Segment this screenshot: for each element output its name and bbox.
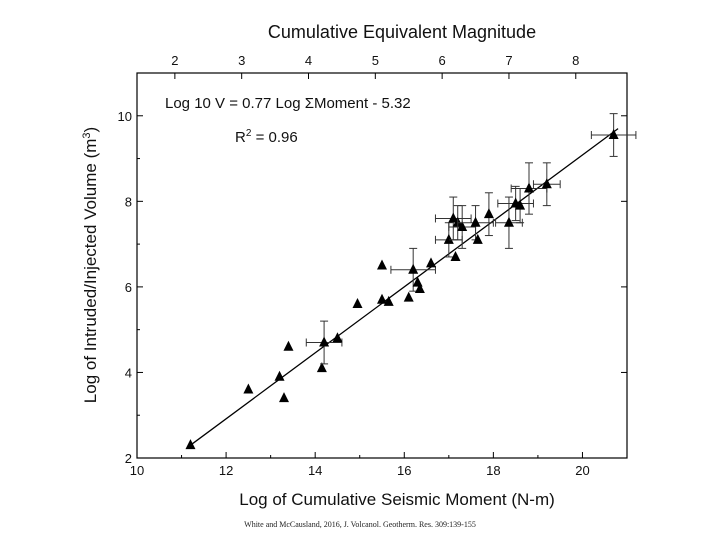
data-point bbox=[524, 182, 534, 193]
citation: White and McCausland, 2016, J. Volcanol.… bbox=[244, 520, 476, 529]
equation-annotation: Log 10 V = 0.77 Log ΣMoment - 5.32 bbox=[165, 95, 411, 112]
x-axis-label: Log of Cumulative Seismic Moment (N-m) bbox=[239, 490, 555, 509]
data-point bbox=[185, 439, 196, 450]
data-point bbox=[377, 259, 387, 270]
y-axis-label: Log of Intruded/Injected Volume (m3) bbox=[81, 127, 100, 403]
y-tick-label: 8 bbox=[125, 194, 132, 209]
data-point bbox=[352, 298, 363, 308]
data-point bbox=[483, 208, 494, 219]
x-tick-label: 14 bbox=[308, 463, 322, 478]
data-point bbox=[450, 250, 461, 261]
chart-title: Cumulative Equivalent Magnitude bbox=[268, 22, 536, 42]
plot-frame bbox=[136, 72, 628, 459]
top-tick-label: 7 bbox=[505, 53, 512, 68]
data-point bbox=[332, 332, 343, 343]
data-point bbox=[377, 293, 387, 304]
r-squared-label: R bbox=[235, 129, 246, 146]
x-tick-label: 12 bbox=[219, 463, 233, 478]
top-tick-label: 3 bbox=[238, 53, 245, 68]
data-point bbox=[443, 233, 454, 244]
y-tick-label: 10 bbox=[118, 109, 132, 124]
x-tick-label: 16 bbox=[397, 463, 411, 478]
y-tick-label: 4 bbox=[125, 365, 132, 380]
y-tick-label: 6 bbox=[125, 280, 132, 295]
y-axis-label-end: ) bbox=[81, 127, 100, 133]
top-tick-label: 4 bbox=[305, 53, 312, 68]
data-point bbox=[470, 216, 481, 227]
data-point bbox=[541, 178, 552, 189]
data-point bbox=[448, 212, 459, 223]
data-point bbox=[412, 276, 423, 287]
x-tick-label: 20 bbox=[575, 463, 589, 478]
top-tick-label: 6 bbox=[439, 53, 446, 68]
x-tick-label: 10 bbox=[130, 463, 144, 478]
top-tick-label: 5 bbox=[372, 53, 379, 68]
fit-line-group bbox=[190, 128, 619, 446]
top-tick-label: 8 bbox=[572, 53, 579, 68]
data-point bbox=[414, 283, 425, 294]
data-point bbox=[472, 233, 483, 244]
y-axis-label-main: Log of Intruded/Injected Volume (m bbox=[81, 139, 100, 404]
data-point bbox=[319, 336, 330, 347]
data-point bbox=[283, 340, 294, 351]
data-point bbox=[403, 291, 414, 302]
data-point bbox=[279, 392, 289, 403]
data-point bbox=[515, 199, 526, 210]
data-point bbox=[383, 295, 394, 306]
r-squared-annotation: R2 = 0.96 bbox=[235, 128, 298, 146]
data-point bbox=[608, 129, 619, 140]
y-tick-label: 2 bbox=[125, 451, 132, 466]
data-point bbox=[274, 370, 285, 381]
data-point bbox=[426, 257, 436, 268]
data-point bbox=[408, 263, 419, 274]
top-tick-label: 2 bbox=[171, 53, 178, 68]
r-squared-superscript: 2 bbox=[246, 128, 252, 139]
data-point bbox=[316, 362, 327, 373]
data-point bbox=[243, 383, 254, 394]
data-point bbox=[457, 221, 468, 231]
y-axis-label-superscript: 3 bbox=[81, 132, 93, 138]
x-tick-label: 18 bbox=[486, 463, 500, 478]
r-squared-value: = 0.96 bbox=[251, 129, 297, 146]
data-points-group bbox=[185, 113, 637, 450]
regression-line bbox=[190, 128, 619, 446]
data-point bbox=[503, 216, 514, 227]
